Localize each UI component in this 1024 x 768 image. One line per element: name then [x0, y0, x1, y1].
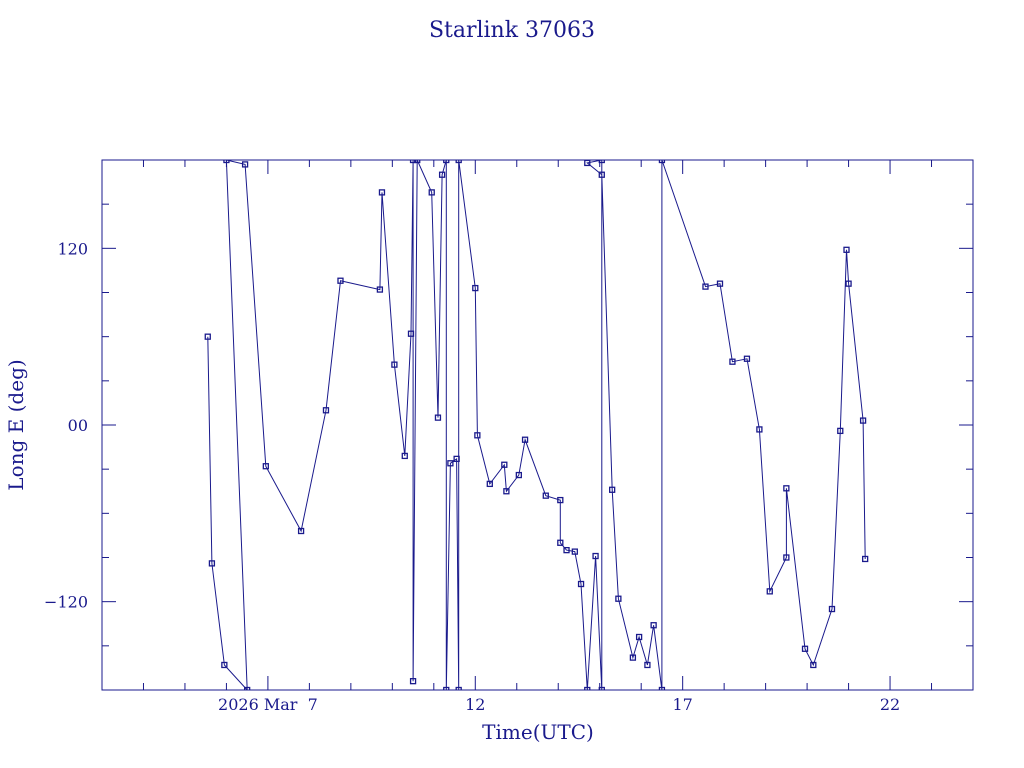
data-point — [729, 358, 736, 365]
y-tick-label: −120 — [44, 593, 88, 612]
data-point — [584, 686, 591, 690]
data-point — [244, 686, 251, 690]
x-tick-label: 22 — [880, 695, 900, 714]
series-group — [204, 160, 869, 690]
data-point — [845, 280, 852, 287]
data-point — [783, 554, 790, 561]
data-point — [455, 160, 462, 164]
data-point — [407, 330, 415, 337]
data-point — [501, 461, 508, 468]
data-point — [409, 678, 417, 685]
data-point — [503, 488, 510, 495]
data-point — [592, 552, 599, 560]
data-point — [262, 463, 269, 470]
data-point — [598, 160, 605, 164]
x-tick-label: 2026 Mar 7 — [218, 695, 318, 714]
data-point — [391, 361, 398, 368]
data-point — [438, 171, 446, 178]
data-point — [828, 605, 836, 613]
series-line — [207, 160, 866, 690]
data-point — [221, 661, 228, 669]
data-point — [563, 546, 570, 554]
y-axis-label: Long E (deg) — [4, 359, 28, 490]
data-point — [297, 527, 305, 535]
data-point — [208, 560, 216, 567]
axis-ticks — [101, 159, 974, 691]
data-point — [859, 417, 867, 424]
chart-title: Starlink 37063 — [429, 18, 595, 43]
data-point — [447, 460, 454, 467]
data-point — [743, 355, 751, 362]
data-point — [472, 284, 479, 292]
plot-frame — [101, 159, 974, 691]
data-point — [443, 686, 450, 690]
data-layer — [204, 160, 869, 690]
data-point — [428, 189, 435, 196]
x-axis-label: Time(UTC) — [482, 720, 594, 744]
data-point — [837, 427, 844, 435]
data-point — [716, 280, 724, 287]
data-point — [598, 686, 605, 690]
data-point — [322, 407, 330, 414]
data-point — [515, 471, 522, 479]
data-point — [571, 548, 578, 555]
data-point — [810, 661, 817, 669]
tick-labels: 2026 Mar 7 12 17 22 120 00 −120 — [44, 239, 900, 714]
y-tick-label: 120 — [57, 239, 88, 258]
data-point — [204, 333, 211, 340]
data-point — [414, 160, 421, 164]
data-point — [756, 426, 763, 433]
data-point — [577, 580, 585, 588]
data-point — [801, 645, 809, 652]
data-point — [223, 160, 230, 164]
y-tick-label: 00 — [68, 416, 88, 435]
data-point — [609, 486, 616, 493]
data-point — [644, 661, 651, 669]
data-point — [434, 414, 442, 421]
data-point — [650, 622, 657, 629]
data-point — [401, 452, 408, 460]
data-point — [409, 160, 417, 164]
data-point — [629, 654, 637, 661]
data-point — [443, 160, 450, 164]
data-point — [766, 588, 773, 595]
data-point — [702, 283, 709, 290]
data-point — [557, 539, 564, 546]
plot-border — [101, 159, 974, 691]
data-point — [486, 480, 493, 488]
data-point — [862, 555, 869, 563]
data-point — [241, 161, 249, 168]
data-point — [843, 246, 850, 253]
data-point — [542, 492, 549, 499]
data-point — [658, 686, 666, 690]
data-point — [378, 189, 386, 196]
data-point — [337, 277, 344, 284]
data-point — [455, 686, 462, 690]
data-point — [376, 286, 384, 293]
data-point — [658, 160, 666, 164]
x-tick-label: 17 — [672, 695, 692, 714]
data-point — [783, 485, 790, 492]
data-point — [584, 160, 591, 167]
data-point — [598, 171, 605, 178]
data-point — [453, 455, 460, 463]
data-point — [521, 436, 529, 443]
x-tick-label: 12 — [465, 695, 485, 714]
data-point — [557, 496, 564, 504]
data-point — [615, 595, 622, 602]
data-point — [635, 633, 643, 641]
data-point — [474, 432, 481, 439]
